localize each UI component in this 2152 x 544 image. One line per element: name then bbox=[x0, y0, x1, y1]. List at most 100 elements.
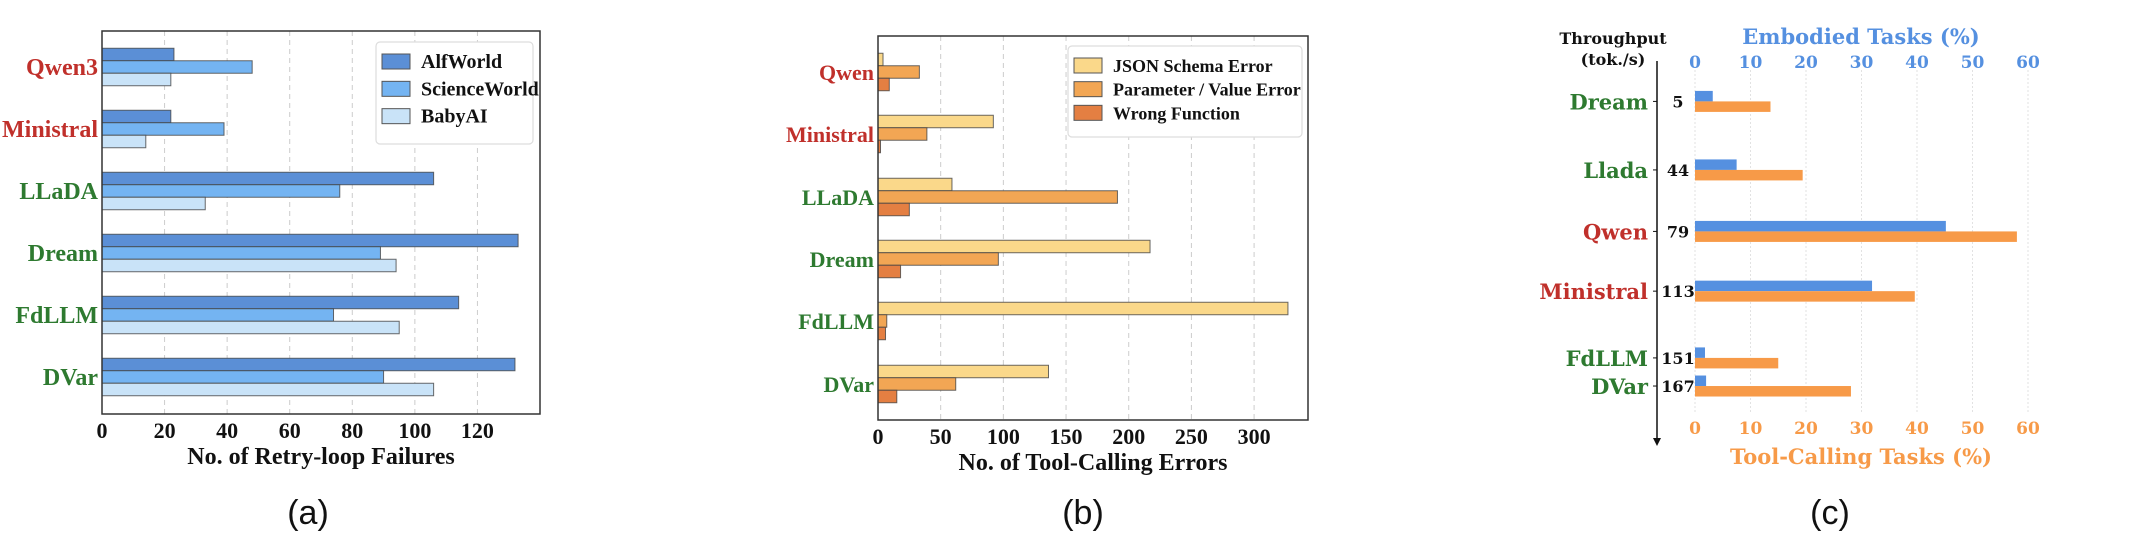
top-x-tick-label: 60 bbox=[2016, 53, 2040, 73]
top-x-tick-label: 0 bbox=[1689, 53, 1701, 73]
y-tick-label: LLaDA bbox=[19, 179, 98, 205]
bar-scienceworld-llada bbox=[101, 184, 341, 198]
bar-alfworld-fdllm bbox=[101, 295, 460, 310]
bar-parameter-value-error-llada bbox=[877, 190, 1118, 204]
legend-box bbox=[1067, 45, 1303, 138]
bar-embodied-fdllm bbox=[1695, 347, 1705, 358]
bottom-x-tick-label: 30 bbox=[1850, 419, 1874, 439]
x-tick-label: 100 bbox=[398, 418, 431, 443]
bar-parameter-value-error-dream bbox=[877, 252, 999, 266]
x-tick-label: 300 bbox=[1238, 424, 1271, 449]
bar-tool-calling-dream bbox=[1695, 101, 1771, 112]
bar-tool-calling-dvar bbox=[1695, 386, 1851, 397]
plot-frame bbox=[877, 35, 1309, 421]
legend-label: AlfWorld bbox=[421, 51, 502, 73]
bar-scienceworld-dream bbox=[101, 246, 381, 260]
top-x-tick-label: 10 bbox=[1739, 53, 1763, 73]
x-tick-label: 250 bbox=[1175, 424, 1208, 449]
bar-alfworld-qwen3 bbox=[101, 47, 175, 62]
bar-json-schema-error-dream bbox=[877, 239, 1151, 254]
y-tick-label: DVar bbox=[43, 365, 98, 391]
panel-caption: (b) bbox=[1062, 494, 1104, 532]
y-tick-label: DVar bbox=[1591, 374, 1649, 399]
y-tick-label: Qwen bbox=[1583, 219, 1648, 244]
top-x-tick-label: 50 bbox=[1961, 53, 1985, 73]
y-tick-label: LLaDA bbox=[802, 185, 874, 210]
legend-box bbox=[375, 41, 534, 145]
legend-swatch bbox=[381, 80, 411, 97]
bar-babyai-dvar bbox=[101, 382, 435, 397]
bar-parameter-value-error-fdllm bbox=[877, 314, 888, 328]
y-tick-label: Ministral bbox=[786, 122, 874, 147]
bar-scienceworld-dvar bbox=[101, 370, 385, 384]
y-tick-label: Dream bbox=[28, 241, 98, 267]
y-axis-label: (tok./s) bbox=[1581, 50, 1646, 69]
bar-embodied-llada bbox=[1695, 159, 1737, 170]
bar-wrong-function-qwen bbox=[877, 77, 890, 92]
panel-b: 0 50 100 150 200 250 300 Qwen Ministral LLaDA Drea… bbox=[786, 35, 1309, 532]
top-x-axis-label: Embodied Tasks (%) bbox=[1742, 24, 1980, 49]
x-tick-label: 200 bbox=[1112, 424, 1145, 449]
throughput-label: 44 bbox=[1667, 161, 1689, 180]
legend-label: JSON Schema Error bbox=[1113, 56, 1273, 76]
legend-label: ScienceWorld bbox=[421, 78, 539, 100]
bar-tool-calling-fdllm bbox=[1695, 357, 1779, 369]
legend-swatch bbox=[381, 53, 411, 70]
throughput-label: 167 bbox=[1661, 377, 1694, 396]
bar-babyai-dream bbox=[101, 258, 397, 273]
x-tick-label: 0 bbox=[97, 418, 108, 443]
x-tick-label: 0 bbox=[873, 424, 884, 449]
y-tick-label: Ministral bbox=[1539, 279, 1648, 304]
throughput-label: 151 bbox=[1661, 349, 1694, 368]
bar-json-schema-error-llada bbox=[877, 177, 953, 192]
bottom-x-tick-label: 50 bbox=[1961, 419, 1985, 439]
plot-frame bbox=[101, 30, 541, 415]
bar-alfworld-llada bbox=[101, 171, 435, 186]
bar-scienceworld-qwen3 bbox=[101, 60, 253, 74]
bar-babyai-ministral bbox=[101, 134, 147, 149]
bar-wrong-function-dvar bbox=[877, 389, 898, 404]
y-tick-label: Dream bbox=[1570, 89, 1648, 114]
bottom-x-tick-label: 40 bbox=[1905, 419, 1929, 439]
y-tick-label: Ministral bbox=[2, 117, 98, 143]
x-axis-label: No. of Retry-loop Failures bbox=[187, 444, 455, 470]
panel-caption: (a) bbox=[287, 494, 329, 532]
top-x-tick-label: 20 bbox=[1794, 53, 1818, 73]
legend-swatch bbox=[1073, 104, 1103, 121]
bar-babyai-fdllm bbox=[101, 320, 400, 335]
bar-wrong-function-dream bbox=[877, 264, 902, 279]
bar-embodied-qwen bbox=[1695, 220, 1946, 232]
bar-scienceworld-ministral bbox=[101, 122, 225, 136]
y-axis-label: Throughput bbox=[1559, 29, 1667, 48]
bottom-x-tick-label: 60 bbox=[2016, 419, 2040, 439]
legend-label: Parameter / Value Error bbox=[1113, 80, 1301, 100]
bar-babyai-qwen3 bbox=[101, 72, 172, 87]
bottom-x-tick-label: 0 bbox=[1689, 419, 1701, 439]
panel-caption: (c) bbox=[1810, 494, 1850, 532]
y-tick-label: DVar bbox=[823, 372, 874, 397]
bottom-x-tick-label: 10 bbox=[1739, 419, 1763, 439]
throughput-label: 79 bbox=[1667, 222, 1689, 241]
top-x-tick-label: 30 bbox=[1850, 53, 1874, 73]
y-tick-label: FdLLM bbox=[1566, 346, 1648, 371]
bar-tool-calling-qwen bbox=[1695, 231, 2017, 242]
x-tick-label: 60 bbox=[279, 418, 301, 443]
x-tick-label: 20 bbox=[154, 418, 176, 443]
y-tick-label: Qwen bbox=[819, 60, 874, 85]
bar-embodied-dream bbox=[1695, 90, 1713, 102]
bar-parameter-value-error-dvar bbox=[877, 377, 957, 391]
legend-label: Wrong Function bbox=[1113, 103, 1240, 123]
x-tick-label: 40 bbox=[216, 418, 238, 443]
y-tick-label: FdLLM bbox=[798, 309, 874, 334]
y-tick-label: Dream bbox=[810, 247, 874, 272]
bottom-x-axis-label: Tool-Calling Tasks (%) bbox=[1730, 444, 1992, 469]
x-tick-label: 100 bbox=[987, 424, 1020, 449]
bar-json-schema-error-qwen bbox=[877, 52, 884, 67]
y-tick-label: FdLLM bbox=[15, 303, 98, 329]
legend-label: BabyAI bbox=[421, 106, 488, 128]
y-tick-label: Qwen3 bbox=[26, 55, 98, 81]
legend-swatch bbox=[381, 108, 411, 125]
x-axis-label: No. of Tool-Calling Errors bbox=[959, 450, 1228, 476]
bar-parameter-value-error-ministral bbox=[877, 127, 928, 141]
